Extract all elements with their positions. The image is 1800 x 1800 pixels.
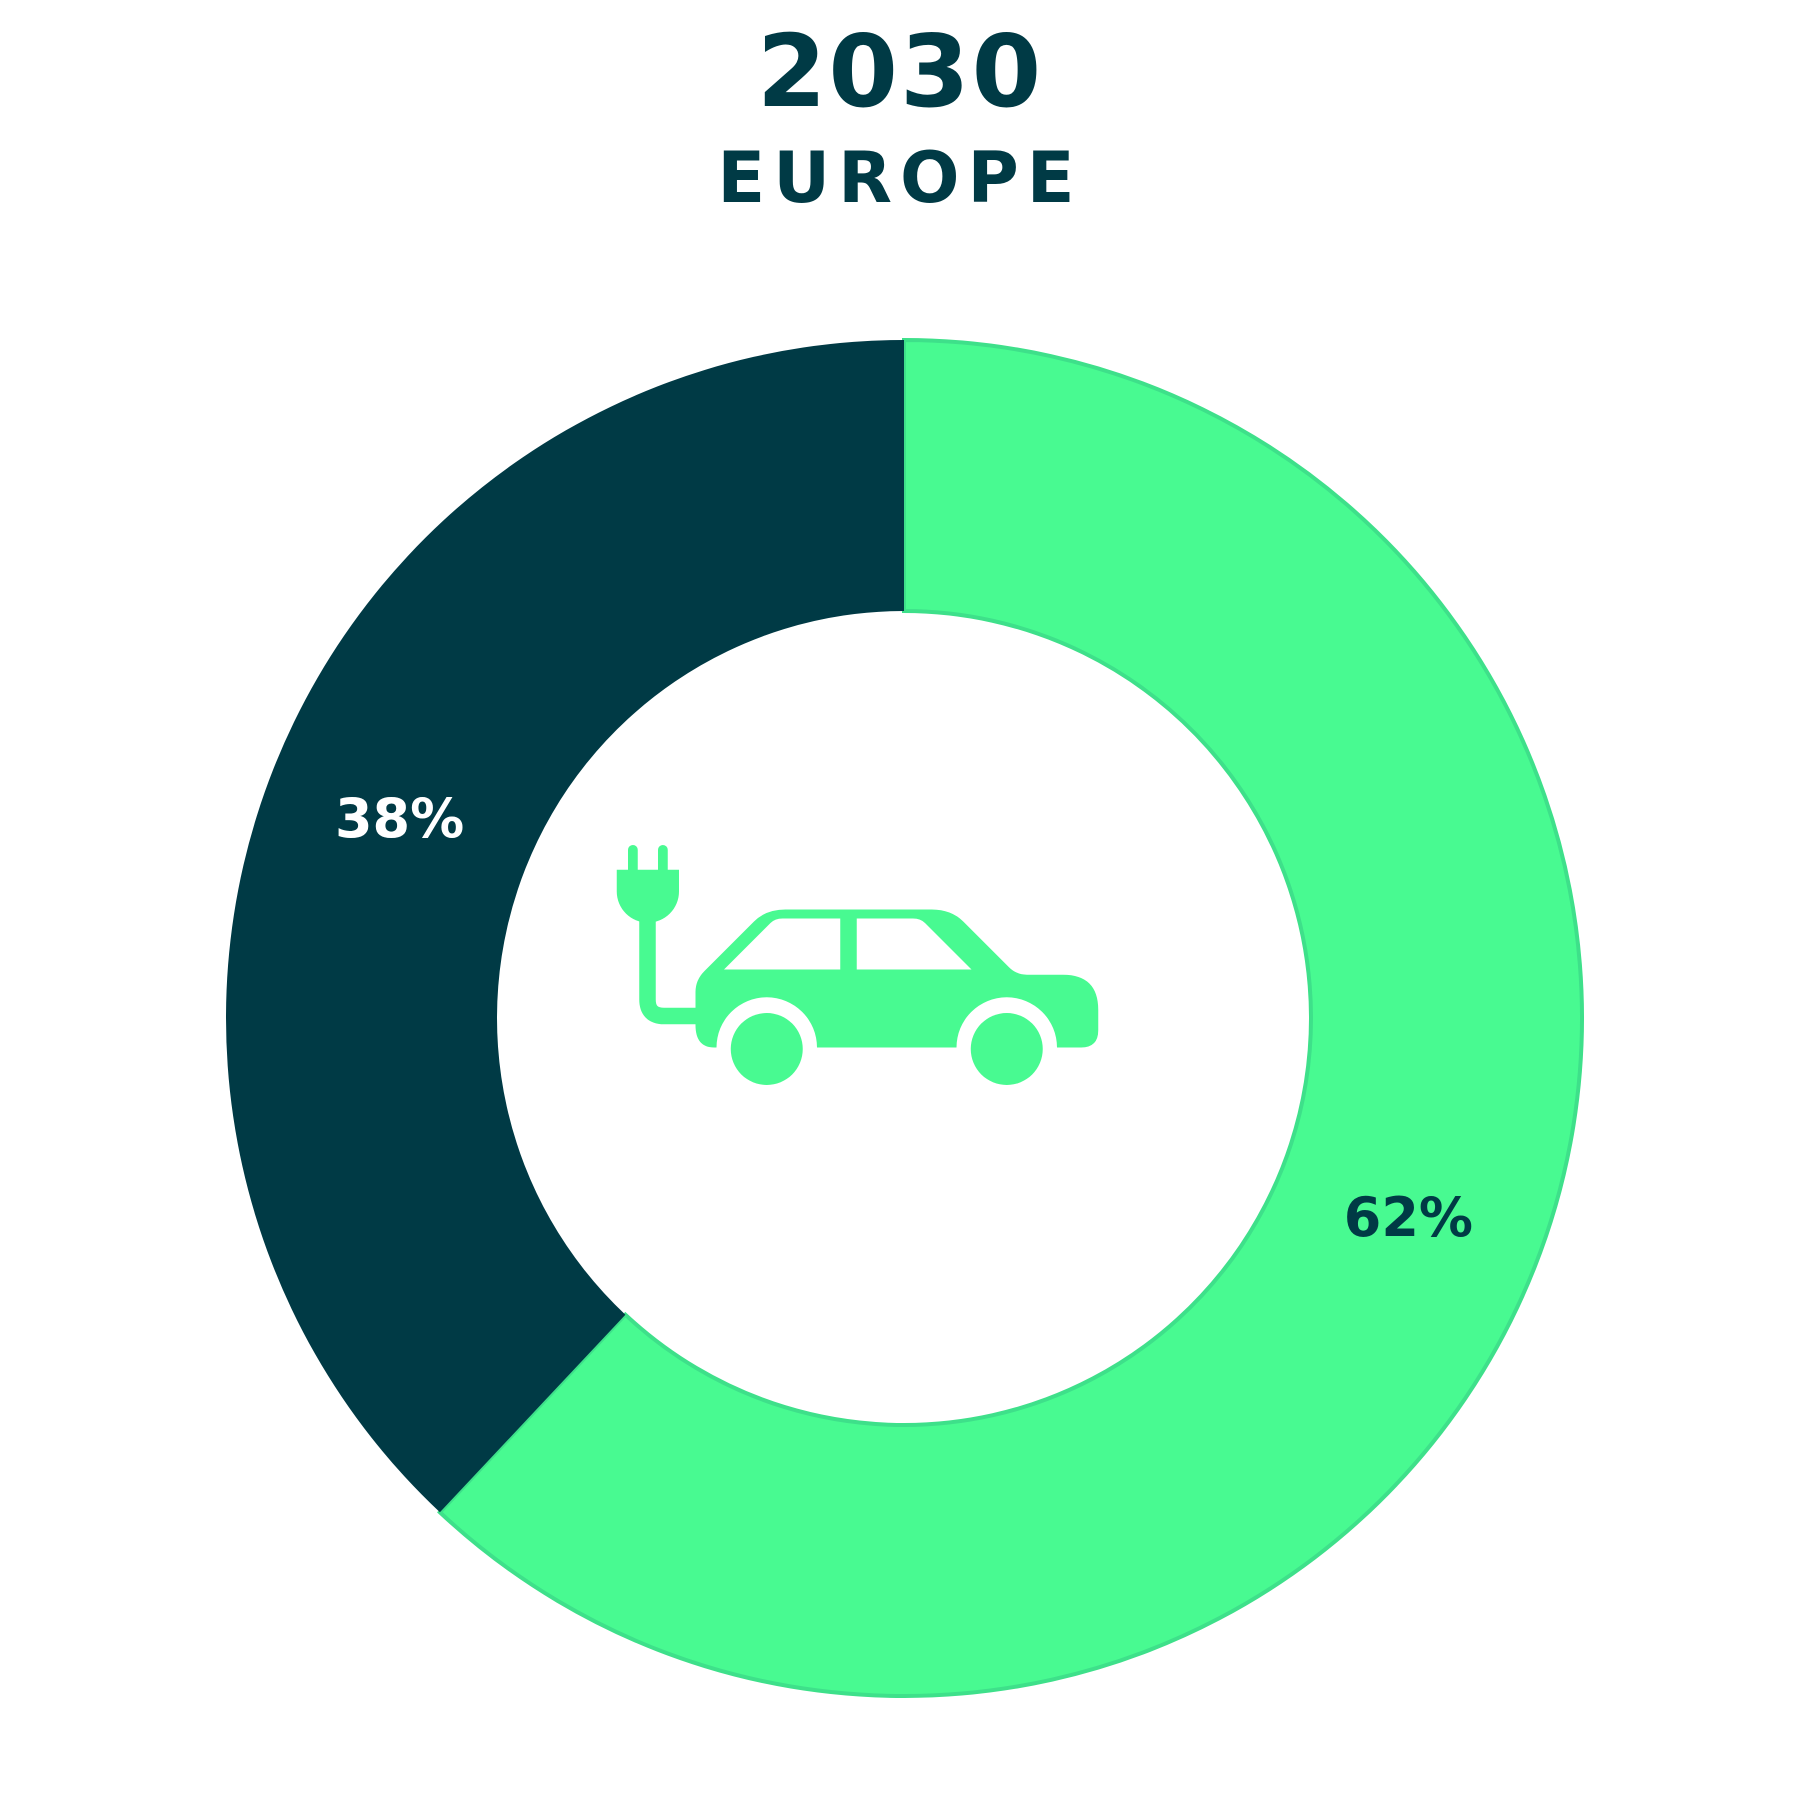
donut-slice-38 [226,340,905,1513]
donut-slices [226,337,1584,1698]
electric-car-icon [616,845,1099,1085]
chart-subtitle: EUROPE [717,137,1083,219]
donut-label-38: 38% [335,787,464,850]
chart-title: 2030 [756,13,1044,130]
donut-slice-62 [437,337,1584,1698]
donut-label-62: 62% [1344,1186,1473,1249]
donut-labels: 62% 38% [335,787,1473,1249]
